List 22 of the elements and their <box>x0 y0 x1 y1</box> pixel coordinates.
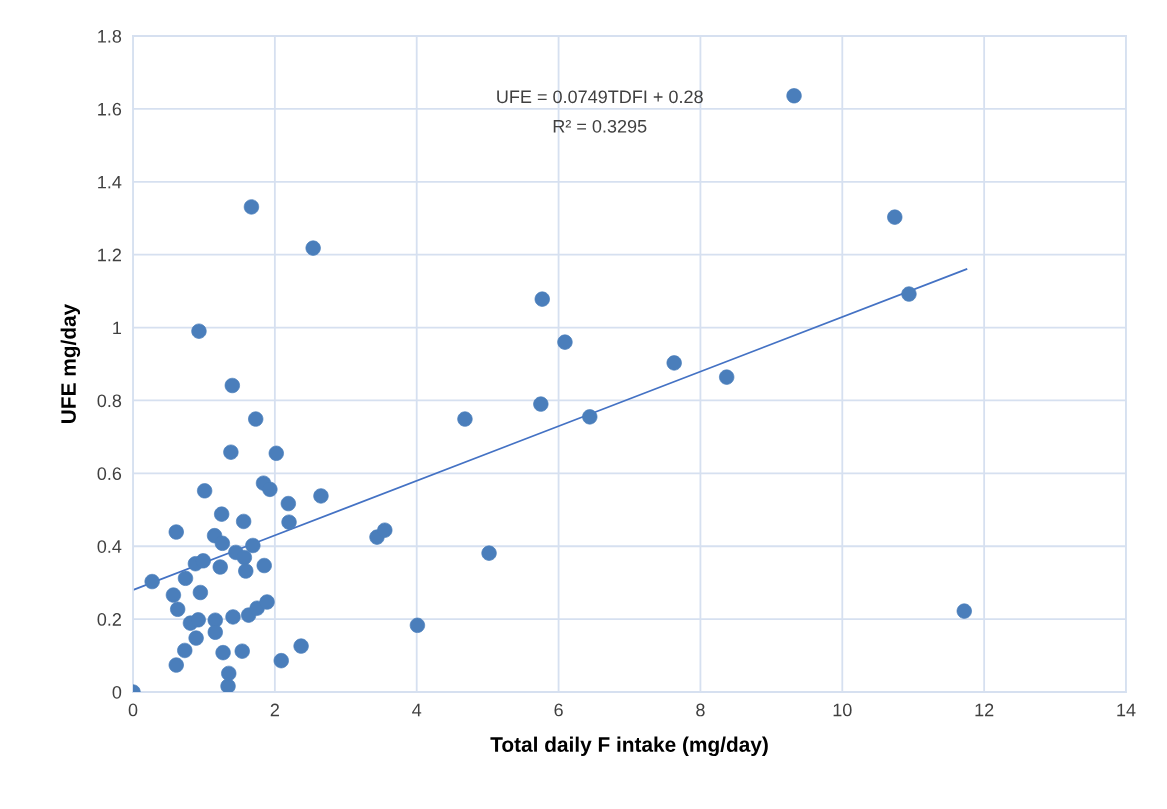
x-tick-label: 10 <box>833 703 852 717</box>
annotation: UFE = 0.0749TDFI + 0.28 <box>497 90 703 104</box>
y-tick-label: 0.8 <box>97 394 122 408</box>
y-tick-label: 0.2 <box>97 613 121 626</box>
y-tick-label: 0.6 <box>97 467 122 481</box>
y-tick-label: 1.6 <box>98 102 122 116</box>
y-tick-label: 1.4 <box>98 175 122 189</box>
x-tick-label: 12 <box>975 703 994 717</box>
y-tick-label: 1.8 <box>98 29 122 43</box>
x-tick-label: 0 <box>128 703 138 717</box>
y-tick-label: 1 <box>113 321 122 335</box>
x-tick-label: 14 <box>1117 703 1136 717</box>
y-tick-label: 0.4 <box>97 540 122 553</box>
x-tick-label: 8 <box>696 703 705 717</box>
x-tick-label: 6 <box>554 703 563 717</box>
y-tick-label: 1.2 <box>98 248 121 262</box>
annotation: R² = 0.3295 <box>553 119 647 133</box>
y-tick-label: 0 <box>112 685 122 699</box>
x-axis-title: Total daily F intake (mg/day) <box>490 736 768 757</box>
y-axis-title: UFE mg/day <box>60 303 81 423</box>
x-tick-label: 4 <box>412 703 422 717</box>
x-tick-label: 2 <box>270 703 279 717</box>
